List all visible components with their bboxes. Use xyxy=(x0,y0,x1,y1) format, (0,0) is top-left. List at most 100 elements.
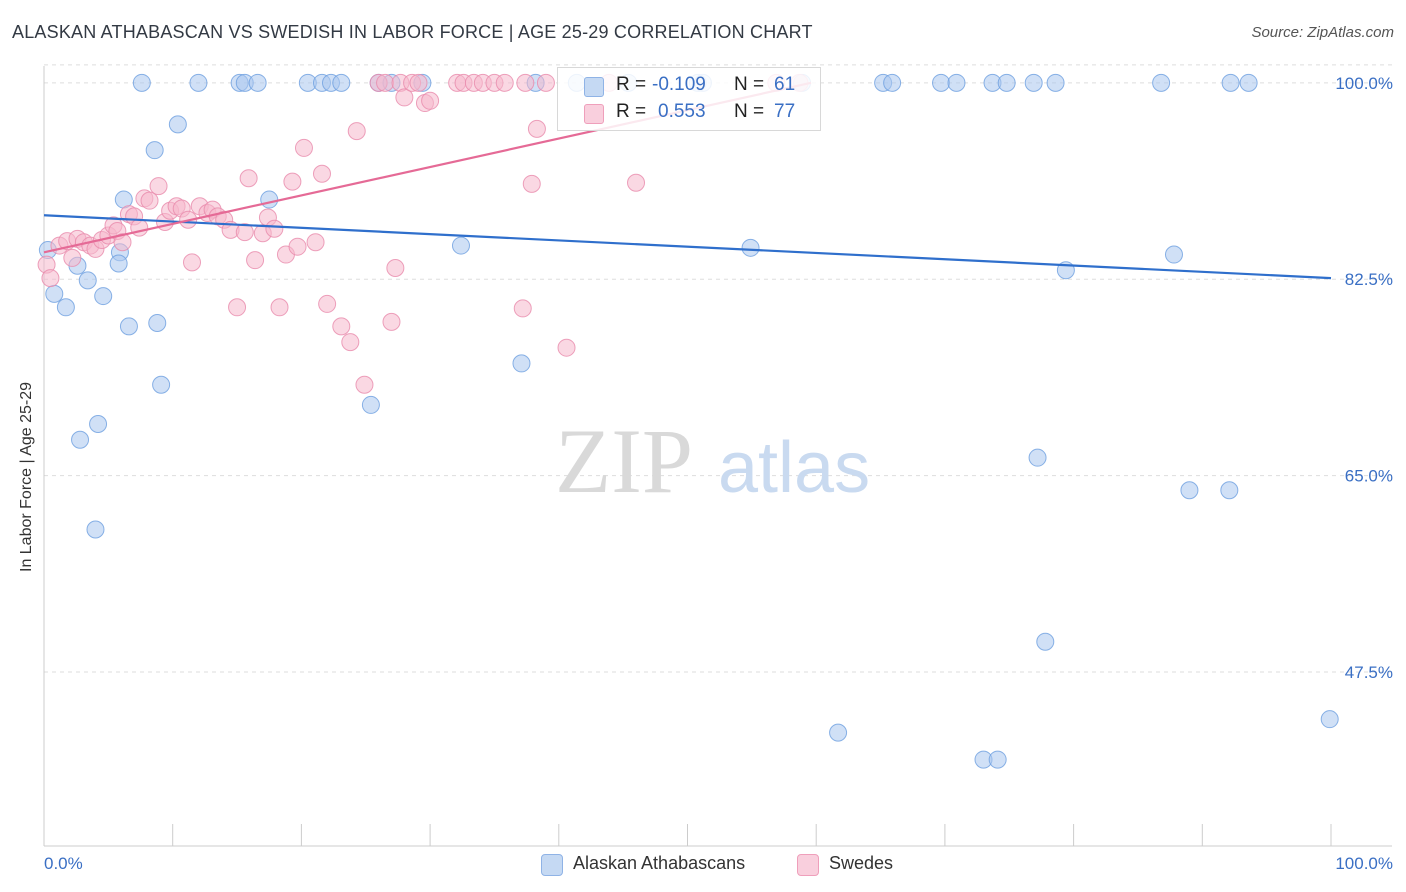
chart-title: ALASKAN ATHABASCAN VS SWEDISH IN LABOR F… xyxy=(12,22,813,42)
data-point xyxy=(741,238,760,257)
bottom-legend: Alaskan Athabascans Swedes xyxy=(0,852,1406,878)
data-point xyxy=(332,317,351,336)
legend-swatch-pink xyxy=(797,854,819,876)
stats-n-label: N = xyxy=(734,101,765,122)
data-point xyxy=(41,269,60,288)
data-point xyxy=(71,430,90,449)
series-swedes xyxy=(37,73,809,394)
source-label: Source: ZipAtlas.com xyxy=(1251,24,1394,41)
trend-line-alaskan-athabascans xyxy=(43,214,1332,280)
data-point xyxy=(1221,73,1240,92)
stats-swatch-pink xyxy=(584,104,604,124)
axes xyxy=(43,66,1392,847)
data-point xyxy=(1024,73,1043,92)
data-point xyxy=(409,73,428,92)
data-point xyxy=(183,253,202,272)
data-point xyxy=(513,299,532,318)
stats-r-value: -0.109 xyxy=(652,74,706,95)
watermark: ZIP atlas xyxy=(555,410,870,512)
data-point xyxy=(260,190,279,209)
data-point xyxy=(341,333,360,352)
data-point xyxy=(140,191,159,210)
data-point xyxy=(1320,710,1339,729)
data-point xyxy=(1046,73,1065,92)
legend-label: Alaskan Athabascans xyxy=(573,853,746,873)
data-point xyxy=(228,298,247,317)
stats-r-value: 0.553 xyxy=(658,101,706,122)
data-point xyxy=(1028,448,1047,467)
y-tick-label: 100.0% xyxy=(1335,74,1393,93)
data-point xyxy=(94,287,113,306)
data-point xyxy=(235,223,254,242)
data-point xyxy=(270,298,289,317)
gridlines xyxy=(44,64,1392,673)
data-point xyxy=(318,294,337,313)
data-point xyxy=(248,73,267,92)
data-point xyxy=(56,298,75,317)
legend-swatch-blue xyxy=(541,854,563,876)
data-point xyxy=(288,237,307,256)
data-point xyxy=(527,119,546,138)
data-point xyxy=(421,91,440,110)
data-point xyxy=(386,259,405,278)
data-point xyxy=(119,317,138,336)
data-point xyxy=(829,723,848,742)
data-point xyxy=(516,73,535,92)
stats-swatch-blue xyxy=(584,77,604,97)
data-point xyxy=(246,251,265,270)
stats-r-label: R = xyxy=(616,101,647,122)
data-point xyxy=(557,338,576,357)
watermark-zip: ZIP xyxy=(555,410,693,512)
data-point xyxy=(168,115,187,134)
data-point xyxy=(265,219,284,238)
tick-labels: 47.5% 65.0% 82.5% 100.0% 0.0% 100.0% xyxy=(44,74,1393,873)
data-point xyxy=(883,73,902,92)
data-point xyxy=(522,174,541,193)
data-point xyxy=(347,122,366,141)
data-point xyxy=(451,236,470,255)
data-point xyxy=(1164,245,1183,264)
stats-n-value: 77 xyxy=(774,101,796,122)
data-point xyxy=(1152,73,1171,92)
y-tick-label: 47.5% xyxy=(1345,663,1393,682)
data-point xyxy=(382,312,401,331)
data-point xyxy=(283,172,302,191)
stats-n-label: N = xyxy=(734,74,765,95)
data-point xyxy=(89,415,108,434)
data-point xyxy=(306,233,325,252)
data-point xyxy=(113,233,132,252)
data-point xyxy=(376,73,395,92)
data-point xyxy=(294,138,313,157)
data-point xyxy=(932,73,951,92)
data-point xyxy=(148,314,167,333)
data-point xyxy=(145,141,164,160)
data-point xyxy=(1036,632,1055,651)
data-point xyxy=(395,88,414,107)
x-tick-label-max: 100.0% xyxy=(1335,854,1393,873)
y-tick-label: 65.0% xyxy=(1345,467,1393,486)
y-tick-label: 82.5% xyxy=(1345,270,1393,289)
data-point xyxy=(361,395,380,414)
data-point xyxy=(1239,73,1258,92)
watermark-atlas: atlas xyxy=(718,428,870,508)
data-point xyxy=(86,520,105,539)
stats-legend: R = -0.109 N = 61 R = 0.553 N = 77 xyxy=(557,67,821,131)
data-point xyxy=(149,177,168,196)
x-tick-label-min: 0.0% xyxy=(44,854,83,873)
data-point xyxy=(152,375,171,394)
data-point xyxy=(627,173,646,192)
data-point xyxy=(45,284,64,303)
data-point xyxy=(1220,481,1239,500)
data-point xyxy=(355,375,374,394)
data-point xyxy=(239,169,258,188)
data-point xyxy=(78,271,97,290)
legend-label: Swedes xyxy=(829,853,894,873)
data-point xyxy=(63,248,82,267)
data-point xyxy=(132,73,151,92)
data-point xyxy=(536,73,555,92)
data-point xyxy=(332,73,351,92)
data-point xyxy=(512,354,531,373)
data-point xyxy=(109,254,128,273)
data-point xyxy=(495,73,514,92)
